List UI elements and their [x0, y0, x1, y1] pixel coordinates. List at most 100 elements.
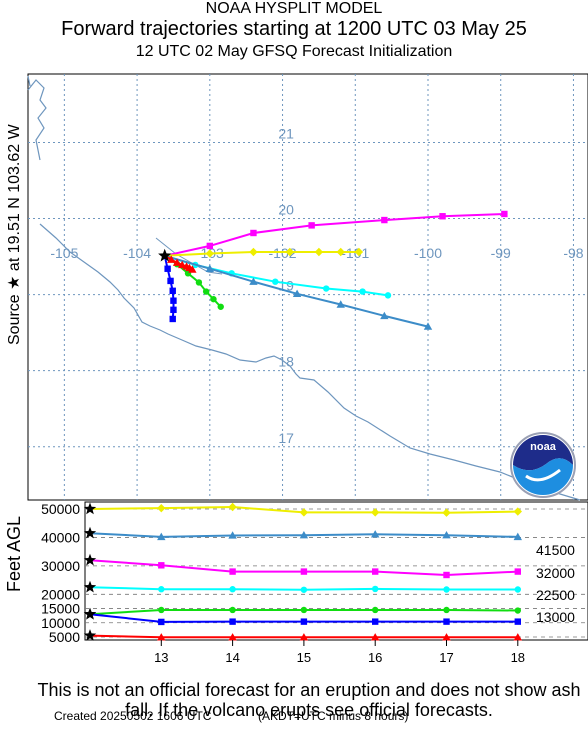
trajectory-point-steelblue	[336, 300, 345, 308]
profile-y-tick-label: 40000	[41, 529, 80, 545]
profile-start-star-icon	[83, 629, 97, 641]
trajectory-point-magenta	[381, 216, 388, 224]
profile-x-tick-label: 15	[297, 650, 311, 665]
profile-start-star-icon	[83, 502, 97, 515]
trajectory-point-yellow	[314, 247, 324, 257]
profile-point-green	[300, 606, 308, 614]
profile-point-green	[443, 606, 450, 614]
trajectory-point-magenta	[439, 213, 446, 220]
y-axis-label: Feet AGL	[4, 515, 24, 593]
trajectory-point-magenta	[206, 242, 214, 250]
profile-point-green	[229, 606, 236, 614]
profile-point-yellow	[513, 507, 522, 516]
profile-point-steelblue	[299, 530, 309, 539]
trajectory-point-green	[202, 288, 210, 295]
trajectory-point-green	[210, 295, 217, 303]
profile-point-magenta	[229, 568, 236, 575]
map-lon-tick-label: -104	[123, 245, 151, 261]
profile-point-cyan	[300, 586, 308, 593]
trajectory-point-green	[195, 279, 203, 286]
profile-start-star-icon	[83, 553, 97, 566]
trajectory-point-cyan	[384, 292, 392, 299]
trajectory-point-blue	[167, 277, 174, 285]
profile-point-red	[228, 633, 237, 641]
start-height-label: 41500	[536, 542, 575, 558]
trajectory-point-blue	[170, 306, 177, 314]
profile-start-star-icon	[83, 526, 97, 539]
start-height-label: 32000	[536, 565, 575, 581]
profile-point-green	[514, 607, 521, 614]
profile-point-cyan	[514, 586, 521, 593]
profile-point-red	[157, 633, 166, 641]
profile-x-tick-label: 17	[439, 650, 453, 665]
profile-point-red	[371, 633, 380, 641]
map-lat-tick-label: 17	[278, 430, 294, 446]
profile-y-tick-label: 20000	[41, 586, 80, 602]
trajectory-point-steelblue	[423, 322, 433, 330]
profile-point-blue	[372, 618, 379, 625]
trajectory-point-steelblue	[205, 264, 215, 272]
profile-point-magenta	[514, 568, 521, 575]
disclaimer-text: This is not an official forecast for an …	[37, 680, 581, 720]
trajectory-line-yellow	[164, 251, 359, 257]
profile-point-green	[158, 606, 165, 614]
profile-frame	[84, 501, 588, 641]
profile-point-yellow	[371, 508, 380, 517]
profile-point-yellow	[442, 508, 451, 517]
trajectory-point-yellow	[354, 247, 364, 257]
profile-point-steelblue	[442, 530, 451, 539]
profile-point-green	[372, 606, 379, 614]
profile-x-tick-label: 13	[154, 650, 168, 665]
profile-x-tick-label: 16	[368, 650, 382, 665]
noaa-logo: noaa	[510, 432, 576, 498]
trajectory-point-blue	[169, 287, 176, 295]
trajectory-line-cyan	[164, 254, 389, 297]
model-name: NOAA HYSPLIT MODEL	[205, 0, 383, 17]
map-lat-tick-label: 20	[278, 202, 294, 218]
noaa-logo-text: noaa	[530, 441, 557, 453]
trajectory-point-steelblue	[380, 311, 389, 320]
profile-point-magenta	[300, 568, 308, 575]
trajectory-point-cyan	[322, 285, 330, 292]
trajectory-point-magenta	[308, 222, 315, 229]
profile-point-yellow	[299, 508, 309, 517]
map-lon-tick-label: -105	[50, 245, 78, 261]
profile-point-magenta	[158, 562, 165, 569]
trajectory-point-red	[172, 258, 182, 266]
chart-title: Forward trajectories starting at 1200 UT…	[61, 18, 527, 40]
trajectory-point-yellow	[285, 247, 295, 257]
timezone-note: (AKDT=UTC minus 8 hours)	[258, 709, 409, 723]
profile-start-star-icon	[83, 607, 97, 620]
profile-start-star-icon	[83, 580, 97, 593]
trajectory-point-yellow	[205, 249, 215, 258]
profile-point-steelblue	[371, 530, 380, 538]
trajectory-point-blue	[169, 315, 176, 323]
profile-y-tick-label: 30000	[41, 558, 80, 574]
profile-point-blue	[514, 618, 521, 625]
map-lon-tick-label: -101	[341, 245, 369, 261]
map-lon-tick-label: -100	[414, 245, 442, 261]
profile-point-magenta	[443, 571, 450, 579]
map-lon-tick-label: -99	[491, 245, 511, 261]
profile-point-blue	[229, 618, 236, 625]
trajectory-point-red	[188, 265, 197, 273]
profile-point-red	[513, 633, 522, 641]
profile-point-blue	[443, 618, 450, 625]
profile-x-tick-label: 18	[511, 650, 525, 665]
profile-x-tick-label: 14	[225, 650, 239, 665]
trajectory-point-steelblue	[249, 277, 258, 285]
trajectory-point-green	[217, 303, 224, 310]
map-lat-tick-label: 21	[278, 125, 294, 141]
profile-point-cyan	[443, 586, 450, 593]
profile-point-blue	[158, 618, 165, 626]
source-star-icon	[158, 248, 172, 262]
map-frame	[27, 73, 588, 501]
trajectory-point-cyan	[272, 278, 279, 285]
profile-point-steelblue	[228, 531, 237, 539]
trajectory-point-yellow	[336, 247, 345, 257]
profile-y-tick-label: 5000	[49, 629, 80, 645]
profile-point-blue	[300, 618, 308, 625]
start-height-label: 13000	[536, 609, 575, 625]
chart-subtitle: 12 UTC 02 May GFSQ Forecast Initializati…	[135, 43, 453, 60]
